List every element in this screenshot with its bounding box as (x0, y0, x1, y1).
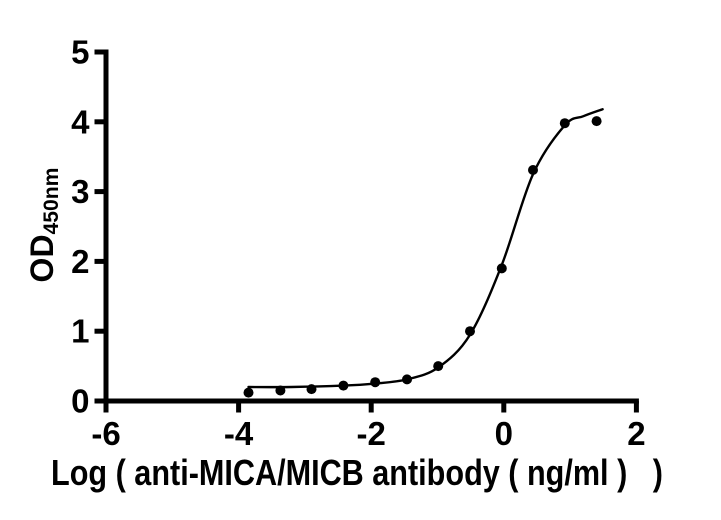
data-point (370, 377, 381, 388)
y-axis-title: OD450nm (23, 167, 64, 283)
y-tick-label: 0 (71, 383, 89, 420)
y-axis-title-subscript: 450nm (40, 167, 64, 235)
x-tick-label: -6 (91, 415, 120, 452)
data-point (528, 165, 538, 175)
data-point (465, 326, 475, 337)
data-point (243, 387, 254, 398)
x-tick-label: -2 (357, 415, 386, 452)
y-axis-title-main: OD (23, 234, 60, 283)
data-point (433, 361, 444, 372)
x-tick-label: 2 (627, 415, 645, 452)
y-tick-label: 1 (71, 313, 89, 350)
fit-curve (247, 108, 604, 389)
y-tick-label: 3 (71, 173, 89, 210)
data-point (402, 374, 412, 385)
y-tick-label: 2 (71, 243, 89, 280)
x-axis-title: Log ( anti-MICA/MICB antibody ( ng/ml ) … (51, 452, 663, 493)
data-point (559, 118, 570, 129)
data-point (275, 385, 286, 396)
data-point (496, 263, 507, 274)
y-tick-label: 4 (71, 103, 90, 140)
data-point (306, 384, 317, 395)
x-tick-label: -4 (224, 415, 254, 452)
x-tick-label: 0 (495, 415, 513, 452)
data-point (338, 380, 349, 391)
data-point (591, 116, 602, 127)
y-tick-label: 5 (71, 34, 89, 71)
